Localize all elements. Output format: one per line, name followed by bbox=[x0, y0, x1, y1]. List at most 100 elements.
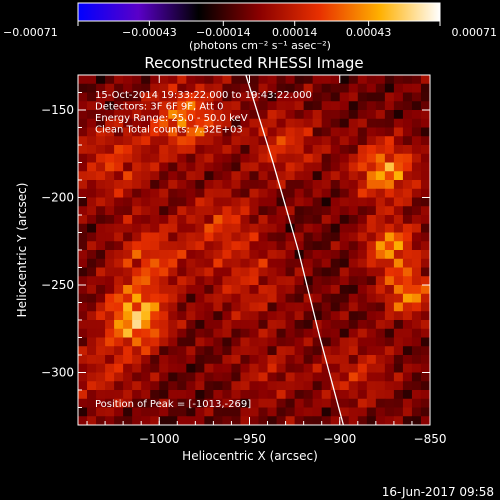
heatmap-cell bbox=[204, 276, 214, 286]
heatmap-cell bbox=[240, 285, 250, 295]
heatmap-cell bbox=[150, 145, 160, 155]
heatmap-cell bbox=[285, 285, 296, 295]
heatmap-cell bbox=[231, 118, 241, 128]
heatmap-cell bbox=[393, 407, 404, 417]
heatmap-cell bbox=[186, 136, 196, 146]
heatmap-cell bbox=[276, 285, 287, 295]
heatmap-cell bbox=[240, 188, 250, 198]
heatmap-cell bbox=[114, 197, 124, 207]
heatmap-cell bbox=[303, 363, 314, 373]
heatmap-cell bbox=[231, 83, 241, 93]
heatmap-cell bbox=[330, 188, 341, 198]
heatmap-cell bbox=[285, 363, 296, 373]
heatmap-cell bbox=[312, 381, 323, 391]
heatmap-cell bbox=[213, 337, 223, 347]
heatmap-cell bbox=[141, 293, 151, 303]
heatmap-cell bbox=[204, 145, 214, 155]
heatmap-cell bbox=[348, 215, 359, 225]
heatmap-cell bbox=[402, 293, 413, 303]
heatmap-cell bbox=[357, 416, 368, 425]
heatmap-cell bbox=[186, 188, 196, 198]
heatmap-cell bbox=[213, 136, 223, 146]
heatmap-cell bbox=[411, 346, 422, 356]
heatmap-cell bbox=[78, 215, 88, 225]
heatmap-cell bbox=[339, 153, 350, 163]
heatmap-cell bbox=[150, 285, 160, 295]
heatmap-cell bbox=[132, 232, 142, 242]
heatmap-cell bbox=[285, 302, 296, 312]
heatmap-cell bbox=[123, 285, 133, 295]
heatmap-cell bbox=[204, 285, 214, 295]
heatmap-cell bbox=[294, 337, 305, 347]
heatmap-cell bbox=[150, 197, 160, 207]
heatmap-cell bbox=[402, 197, 413, 207]
heatmap-cell bbox=[366, 276, 377, 286]
heatmap-cell bbox=[420, 197, 430, 207]
heatmap-cell bbox=[240, 320, 250, 330]
heatmap-cell bbox=[195, 346, 205, 356]
heatmap-cell bbox=[222, 328, 232, 338]
heatmap-cell bbox=[330, 136, 341, 146]
heatmap-cell bbox=[285, 337, 296, 347]
heatmap-cell bbox=[240, 206, 250, 216]
heatmap-cell bbox=[312, 197, 323, 207]
heatmap-cell bbox=[366, 110, 377, 120]
heatmap-cell bbox=[303, 188, 314, 198]
heatmap-cell bbox=[96, 136, 106, 146]
heatmap-cell bbox=[240, 311, 250, 321]
heatmap-cell bbox=[285, 101, 296, 111]
heatmap-cell bbox=[276, 398, 287, 408]
heatmap-cell bbox=[141, 171, 151, 181]
heatmap-cell bbox=[105, 145, 115, 155]
heatmap-cell bbox=[105, 390, 115, 400]
heatmap-cell bbox=[402, 232, 413, 242]
heatmap-cell bbox=[231, 407, 241, 417]
heatmap-cell bbox=[330, 145, 341, 155]
heatmap-cell bbox=[168, 153, 178, 163]
heatmap-cell bbox=[339, 302, 350, 312]
heatmap-cell bbox=[78, 92, 88, 102]
heatmap-cell bbox=[87, 320, 97, 330]
heatmap-cell bbox=[96, 171, 106, 181]
heatmap-cell bbox=[393, 75, 404, 85]
heatmap-cell bbox=[240, 180, 250, 190]
heatmap-cell bbox=[357, 188, 368, 198]
heatmap-cell bbox=[105, 171, 115, 181]
heatmap-cell bbox=[411, 285, 422, 295]
heatmap-cell bbox=[141, 232, 151, 242]
heatmap-cell bbox=[312, 215, 323, 225]
heatmap-cell bbox=[105, 162, 115, 172]
heatmap-cell bbox=[348, 250, 359, 260]
heatmap-cell bbox=[294, 136, 305, 146]
heatmap-cell bbox=[330, 127, 341, 137]
heatmap-cell bbox=[195, 328, 205, 338]
heatmap-cell bbox=[393, 267, 404, 277]
heatmap-cell bbox=[357, 145, 368, 155]
heatmap-cell bbox=[78, 110, 88, 120]
heatmap-cell bbox=[168, 171, 178, 181]
heatmap-cell bbox=[105, 276, 115, 286]
heatmap-cell bbox=[222, 258, 232, 268]
heatmap-cell bbox=[402, 215, 413, 225]
heatmap-cell bbox=[96, 320, 106, 330]
heatmap-cell bbox=[222, 276, 232, 286]
heatmap-cell bbox=[321, 180, 332, 190]
heatmap-cell bbox=[339, 206, 350, 216]
heatmap-cell bbox=[357, 407, 368, 417]
heatmap-cell bbox=[420, 92, 430, 102]
heatmap-cell bbox=[114, 188, 124, 198]
heatmap-cell bbox=[222, 223, 232, 233]
heatmap-cell bbox=[168, 250, 178, 260]
heatmap-cell bbox=[150, 118, 160, 128]
heatmap-cell bbox=[195, 188, 205, 198]
heatmap-cell bbox=[195, 390, 205, 400]
heatmap-cell bbox=[393, 372, 404, 382]
heatmap-cell bbox=[204, 407, 214, 417]
heatmap-cell bbox=[276, 153, 287, 163]
heatmap-cell bbox=[168, 293, 178, 303]
heatmap-cell bbox=[168, 276, 178, 286]
heatmap-cell bbox=[186, 250, 196, 260]
heatmap-cell bbox=[240, 381, 250, 391]
heatmap-cell bbox=[330, 293, 341, 303]
heatmap-cell bbox=[87, 285, 97, 295]
